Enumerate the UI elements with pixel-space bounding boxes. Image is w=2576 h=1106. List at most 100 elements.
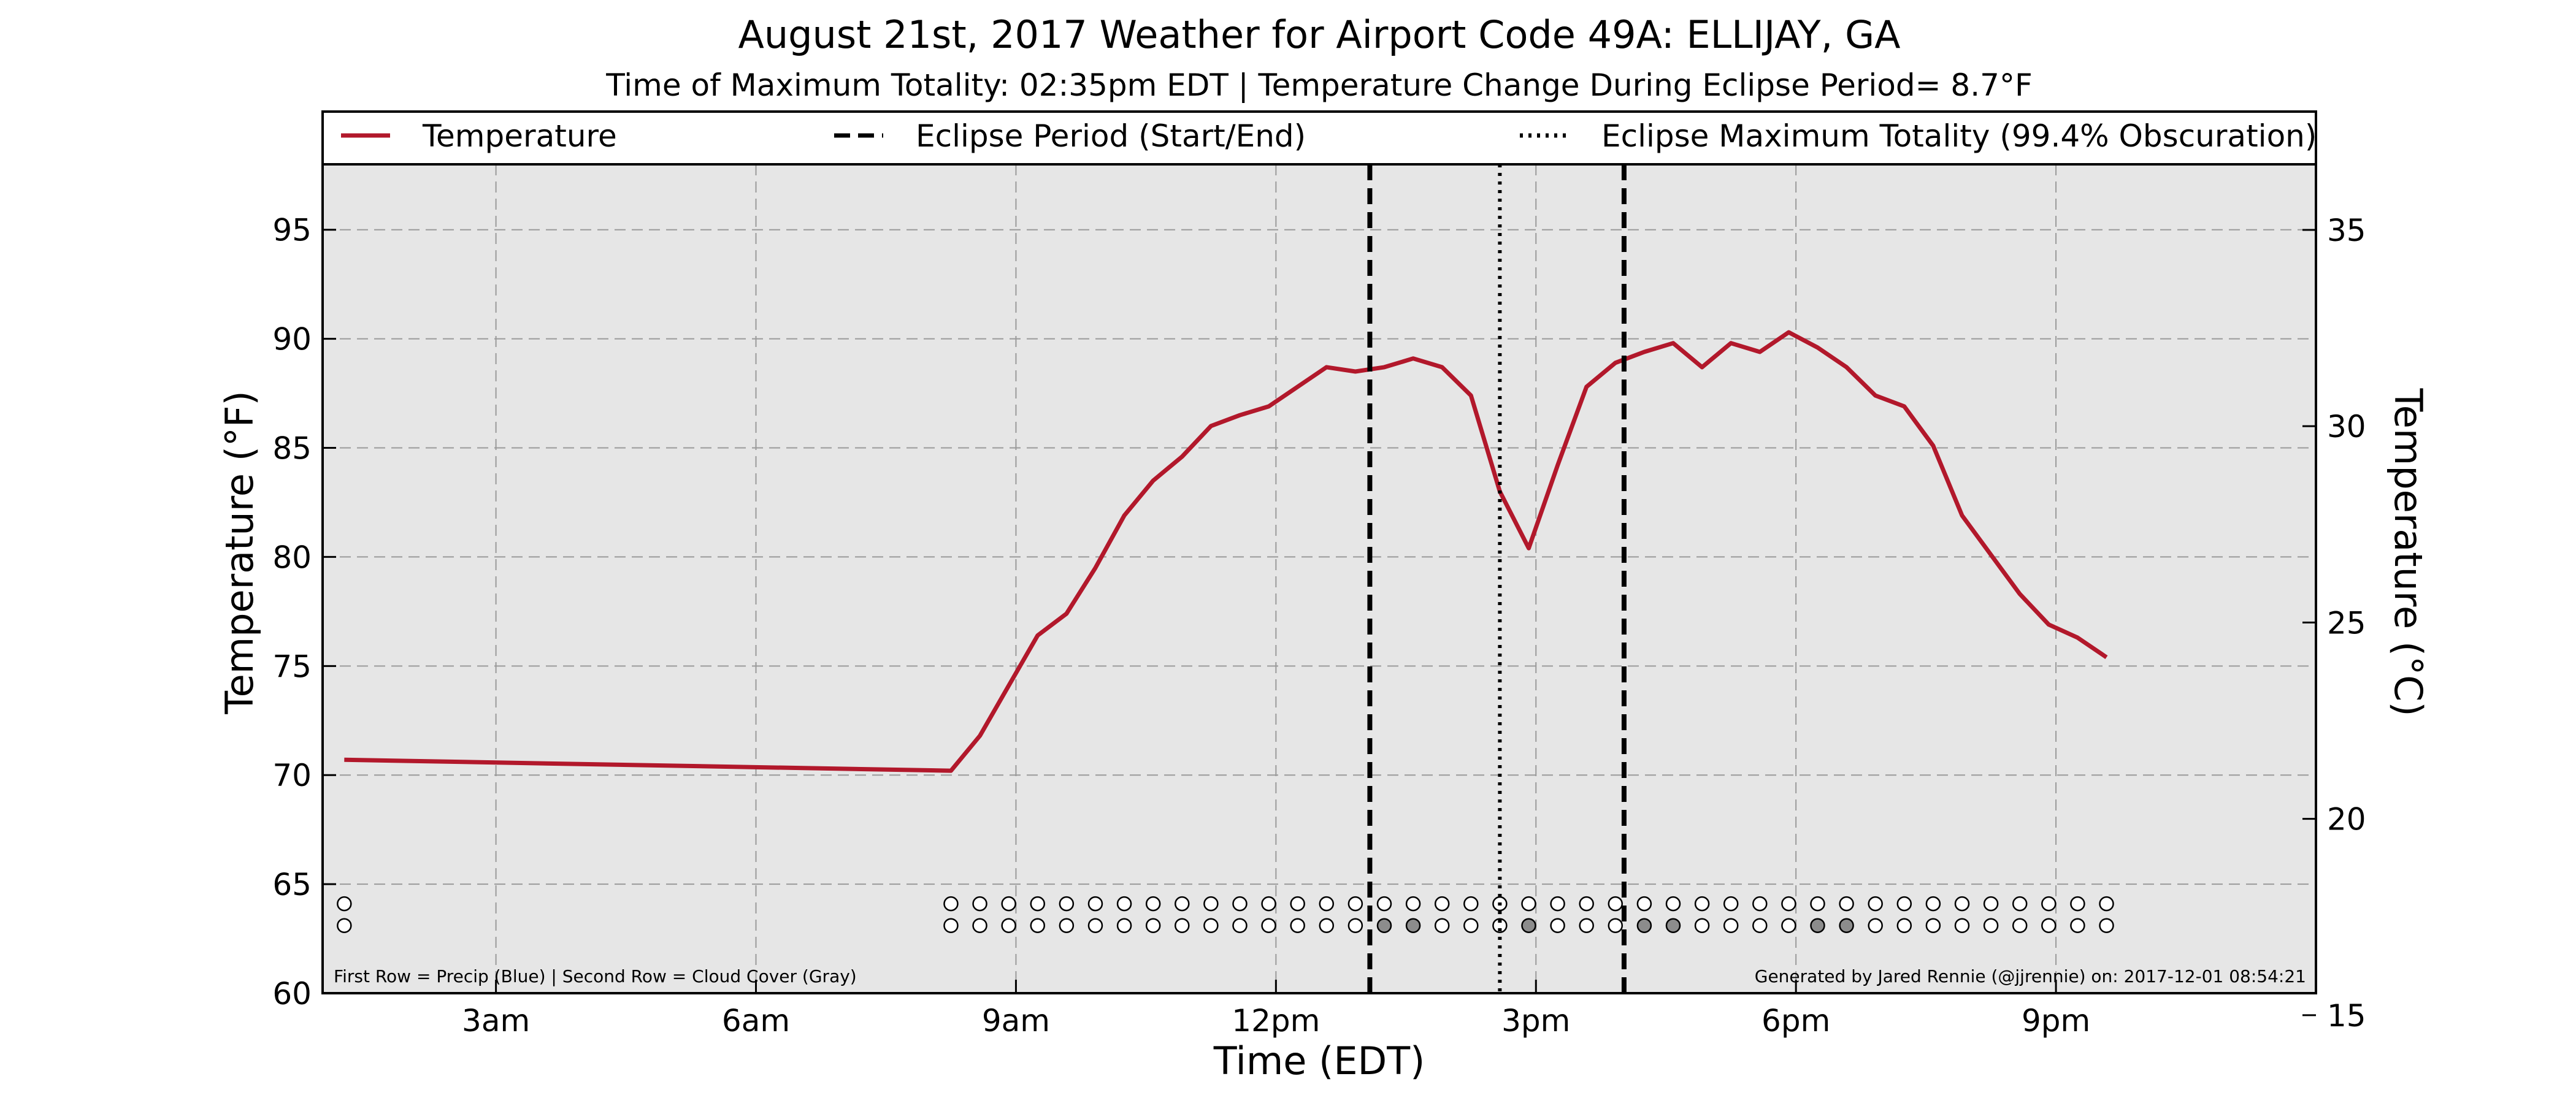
cloud-cover-dot: [1319, 918, 1335, 933]
cloud-cover-dot: [1954, 918, 1970, 933]
series-line-temperature: [344, 330, 2108, 773]
precip-dot: [1983, 896, 1999, 912]
plot-frame: [321, 110, 2317, 994]
cloud-cover-dot: [943, 918, 959, 933]
cloud-cover-dot: [1636, 918, 1652, 933]
cloud-cover-dot: [337, 918, 352, 933]
x-tick-label: 6am: [722, 1003, 790, 1039]
y-tick-label: 80: [272, 540, 312, 575]
precip-dot: [1059, 896, 1075, 912]
precip-dot: [1087, 896, 1103, 912]
precip-dot: [2041, 896, 2057, 912]
cloud-cover-dot: [2070, 918, 2085, 933]
y-axis-label-right: Temperature (°C): [2386, 387, 2431, 716]
precip-dot: [1290, 896, 1305, 912]
cloud-cover-dot: [1521, 918, 1536, 933]
precip-dot: [1521, 896, 1536, 912]
cloud-cover-dot: [1116, 918, 1132, 933]
precip-dot: [1116, 896, 1132, 912]
precip-dot: [1752, 896, 1768, 912]
cloud-cover-dot: [1608, 918, 1623, 933]
precip-dot: [1319, 896, 1335, 912]
cloud-cover-dot: [1087, 918, 1103, 933]
y-right-tick-label: 15: [2327, 998, 2366, 1034]
y-right-tick-label: 35: [2327, 213, 2366, 248]
precip-dot: [1608, 896, 1623, 912]
y-right-tick-label: 25: [2327, 605, 2366, 641]
footnote-right: Generated by Jared Rennie (@jjrennie) on…: [1755, 966, 2306, 986]
legend-label: Temperature: [422, 118, 617, 154]
cloud-cover-dot: [1752, 918, 1768, 933]
precip-dot: [1463, 896, 1479, 912]
precip-dot: [1781, 896, 1796, 912]
cloud-cover-dot: [1261, 918, 1276, 933]
cloud-cover-dot: [1175, 918, 1190, 933]
cloud-cover-dot: [1781, 918, 1796, 933]
y-tick-label: 85: [272, 431, 312, 467]
footnote-left: First Row = Precip (Blue) | Second Row =…: [334, 966, 857, 986]
cloud-cover-dot: [1203, 918, 1219, 933]
y-right-tick-label: 30: [2327, 409, 2366, 444]
cloud-cover-dot: [1868, 918, 1883, 933]
x-axis-label: Time (EDT): [1213, 1039, 1425, 1083]
cloud-cover-dot: [1983, 918, 1999, 933]
cloud-cover-dot: [1405, 918, 1421, 933]
cloud-cover-dot: [1463, 918, 1479, 933]
precip-dot: [1636, 896, 1652, 912]
x-tick-label: 3am: [462, 1003, 530, 1039]
precip-dot: [1405, 896, 1421, 912]
precip-dot: [1550, 896, 1565, 912]
cloud-cover-dot: [1059, 918, 1075, 933]
y-axis-label-left: Temperature (°F): [217, 391, 262, 714]
cloud-cover-dot: [1492, 918, 1508, 933]
precip-dot: [1030, 896, 1046, 912]
observation-dots: [337, 896, 2114, 933]
legend-label: Eclipse Period (Start/End): [916, 118, 1306, 154]
precip-dot: [1723, 896, 1739, 912]
cloud-cover-dot: [1810, 918, 1825, 933]
cloud-cover-dot: [1723, 918, 1739, 933]
cloud-cover-dot: [2099, 918, 2114, 933]
grid-layer: [323, 164, 2316, 993]
precip-dot: [1347, 896, 1363, 912]
y-tick-label: 70: [272, 758, 312, 793]
chart-title: August 21st, 2017 Weather for Airport Co…: [738, 12, 1900, 57]
cloud-cover-dot: [1550, 918, 1565, 933]
plot-area: [323, 164, 2316, 993]
precip-dot: [1001, 896, 1016, 912]
legend-label: Eclipse Maximum Totality (99.4% Obscurat…: [1601, 118, 2317, 154]
cloud-cover-dot: [1896, 918, 1912, 933]
cloud-cover-dot: [972, 918, 987, 933]
cloud-cover-dot: [1579, 918, 1594, 933]
precip-dot: [943, 896, 959, 912]
y-tick-label: 75: [272, 649, 312, 684]
cloud-cover-dot: [2041, 918, 2057, 933]
precip-dot: [1665, 896, 1681, 912]
chart-subtitle: Time of Maximum Totality: 02:35pm EDT | …: [605, 67, 2032, 103]
precip-dot: [1261, 896, 1276, 912]
precip-dot: [1203, 896, 1219, 912]
x-tick-label: 3pm: [1501, 1003, 1570, 1039]
cloud-cover-dot: [1434, 918, 1450, 933]
cloud-cover-dot: [1347, 918, 1363, 933]
cloud-cover-dot: [2012, 918, 2028, 933]
precip-dot: [1810, 896, 1825, 912]
x-tick-label: 9pm: [2022, 1003, 2090, 1039]
cloud-cover-dot: [1001, 918, 1016, 933]
y-right-tick-label: 20: [2327, 802, 2366, 837]
precip-dot: [1434, 896, 1450, 912]
precip-dot: [1232, 896, 1248, 912]
eclipse-lines: [1367, 164, 1627, 993]
precip-dot: [1839, 896, 1854, 912]
precip-dot: [337, 896, 352, 912]
y-tick-label: 65: [272, 867, 312, 902]
cloud-cover-dot: [1376, 918, 1392, 933]
cloud-cover-dot: [1145, 918, 1161, 933]
cloud-cover-dot: [1030, 918, 1046, 933]
precip-dot: [2012, 896, 2028, 912]
precip-dot: [1175, 896, 1190, 912]
axis-ticks: 60 65 70 75 80 85 90 95 15 20 25 30 35 3am 6am 9am 12pm 3…: [272, 213, 2366, 1039]
precip-dot: [972, 896, 987, 912]
